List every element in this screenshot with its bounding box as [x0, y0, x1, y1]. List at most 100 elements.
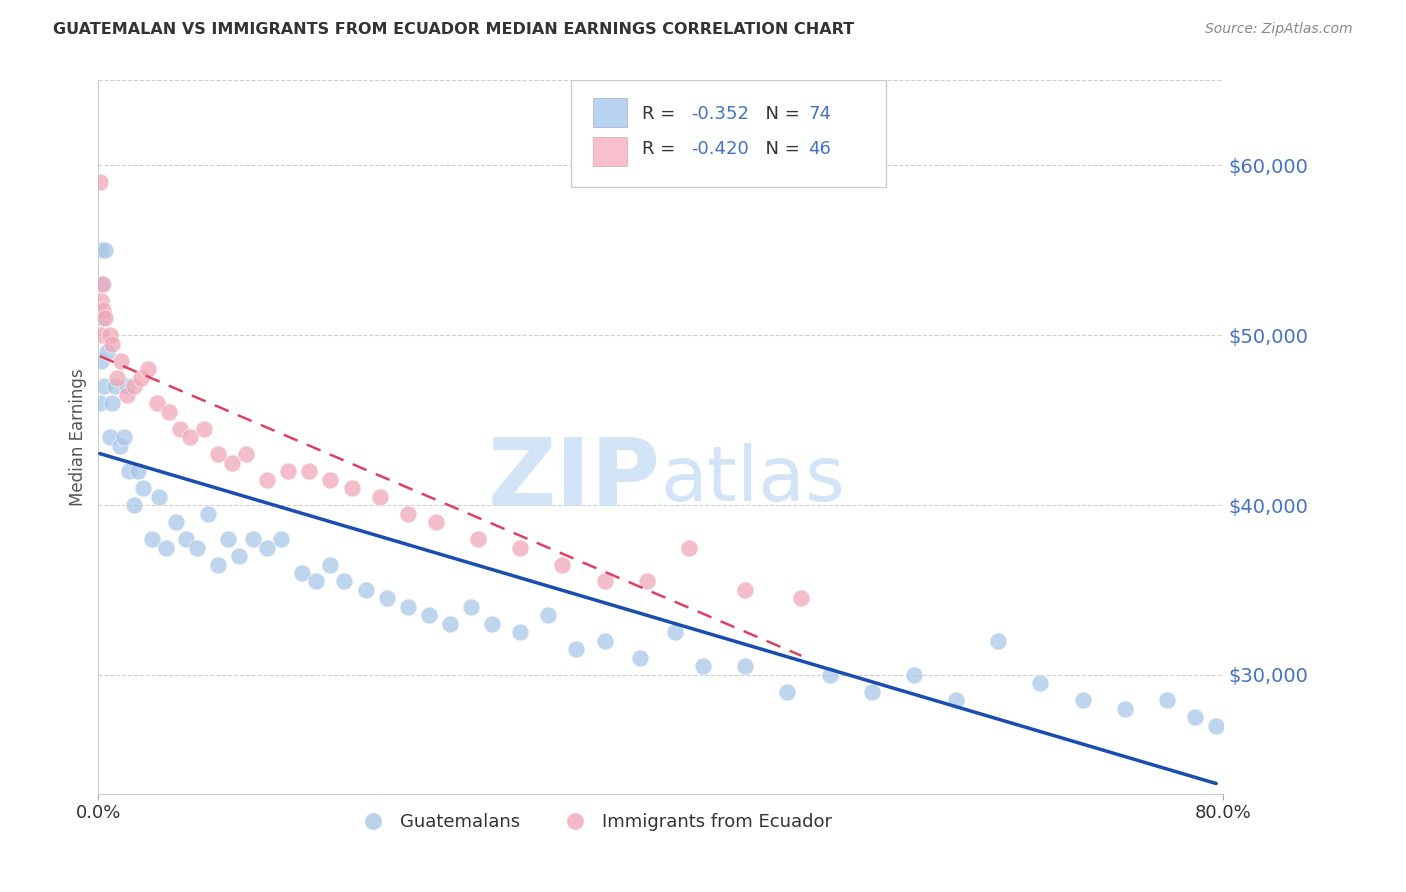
Point — [169, 421, 191, 435]
Text: 74: 74 — [808, 105, 831, 123]
Point — [242, 532, 264, 546]
Text: R =: R = — [641, 105, 681, 123]
Point — [425, 515, 447, 529]
Text: R =: R = — [641, 141, 681, 159]
Point — [551, 558, 574, 572]
Point — [207, 558, 229, 572]
Point — [94, 311, 117, 326]
Point — [148, 490, 170, 504]
Point — [90, 353, 112, 368]
Point — [418, 608, 440, 623]
Point — [298, 464, 321, 478]
Point — [105, 370, 128, 384]
Point — [256, 541, 278, 555]
Point — [1029, 676, 1052, 690]
Point — [141, 532, 163, 546]
Point — [101, 396, 124, 410]
Point — [354, 582, 377, 597]
Point — [235, 447, 257, 461]
Point — [98, 328, 121, 343]
Point — [228, 549, 250, 563]
Point — [91, 302, 114, 317]
Point — [115, 379, 138, 393]
Point — [91, 277, 114, 292]
Point — [734, 582, 756, 597]
FancyBboxPatch shape — [593, 98, 627, 127]
Point — [90, 294, 112, 309]
Point — [818, 668, 841, 682]
Point — [122, 379, 145, 393]
Point — [104, 379, 127, 393]
Point — [186, 541, 208, 555]
Point — [1205, 719, 1227, 733]
Point — [439, 617, 461, 632]
Point — [664, 625, 686, 640]
Point — [93, 379, 115, 393]
Point — [174, 532, 197, 546]
Point — [636, 574, 658, 589]
Point — [136, 362, 159, 376]
Point — [96, 345, 118, 359]
Point — [221, 456, 243, 470]
Point — [217, 532, 239, 546]
Point — [319, 473, 342, 487]
Point — [132, 481, 155, 495]
Point — [207, 447, 229, 461]
Point — [165, 515, 187, 529]
Text: N =: N = — [754, 105, 806, 123]
Point — [146, 396, 169, 410]
Point — [122, 498, 145, 512]
Point — [790, 591, 813, 606]
Point — [509, 625, 531, 640]
Point — [98, 430, 121, 444]
Point — [467, 532, 489, 546]
Legend: Guatemalans, Immigrants from Ecuador: Guatemalans, Immigrants from Ecuador — [347, 806, 839, 838]
Point — [460, 599, 482, 614]
Point — [291, 566, 314, 580]
Point — [509, 541, 531, 555]
Text: GUATEMALAN VS IMMIGRANTS FROM ECUADOR MEDIAN EARNINGS CORRELATION CHART: GUATEMALAN VS IMMIGRANTS FROM ECUADOR ME… — [53, 22, 855, 37]
Text: -0.420: -0.420 — [692, 141, 749, 159]
Text: -0.352: -0.352 — [692, 105, 749, 123]
Point — [101, 336, 124, 351]
FancyBboxPatch shape — [571, 80, 886, 187]
Point — [157, 404, 180, 418]
Point — [565, 642, 588, 657]
Text: ZIP: ZIP — [488, 434, 661, 526]
Point — [375, 591, 398, 606]
Point — [396, 599, 419, 614]
Point — [593, 634, 616, 648]
Point — [90, 243, 112, 257]
Point — [179, 430, 201, 444]
Point — [115, 387, 138, 401]
Point — [368, 490, 391, 504]
Point — [112, 430, 135, 444]
Point — [108, 439, 131, 453]
Point — [1184, 710, 1206, 724]
Point — [593, 574, 616, 589]
Text: N =: N = — [754, 141, 806, 159]
Point — [90, 277, 114, 292]
FancyBboxPatch shape — [593, 137, 627, 166]
Point — [481, 617, 503, 632]
Text: atlas: atlas — [661, 443, 845, 516]
Point — [903, 668, 925, 682]
Point — [734, 659, 756, 673]
Point — [628, 651, 651, 665]
Point — [776, 685, 799, 699]
Text: Source: ZipAtlas.com: Source: ZipAtlas.com — [1205, 22, 1353, 37]
Point — [945, 693, 967, 707]
Point — [193, 421, 215, 435]
Point — [860, 685, 883, 699]
Y-axis label: Median Earnings: Median Earnings — [69, 368, 87, 506]
Point — [333, 574, 356, 589]
Point — [1156, 693, 1178, 707]
Point — [129, 370, 152, 384]
Point — [90, 328, 112, 343]
Point — [319, 558, 342, 572]
Point — [692, 659, 714, 673]
Point — [89, 175, 111, 189]
Point — [90, 311, 114, 326]
Point — [270, 532, 292, 546]
Point — [127, 464, 149, 478]
